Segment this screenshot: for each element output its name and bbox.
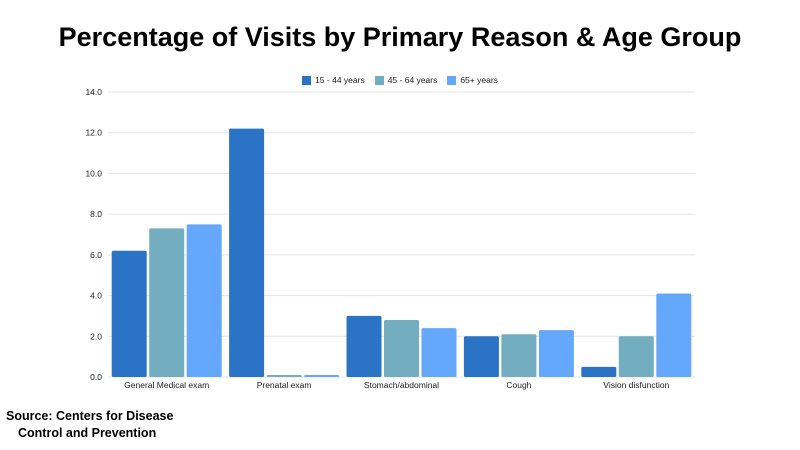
source-note: Source: Centers for Disease Control and …: [6, 408, 173, 442]
bar: [346, 315, 382, 377]
bar: [229, 128, 265, 377]
y-tick-label: 2.0: [90, 331, 102, 341]
bar: [304, 374, 340, 377]
source-line-1: Source: Centers for Disease: [6, 409, 174, 423]
x-tick-label: Cough: [506, 380, 531, 390]
legend-swatch-65-plus: [447, 75, 457, 85]
y-tick-label: 6.0: [90, 250, 102, 260]
bar: [111, 250, 147, 377]
legend-label-15-44: 15 - 44 years: [315, 75, 365, 85]
bar: [266, 374, 302, 377]
x-tick-label: Stomach/abdominal: [364, 380, 439, 390]
bar: [384, 320, 419, 377]
bar: [501, 334, 537, 377]
legend-label-45-64: 45 - 64 years: [387, 75, 438, 85]
bar: [581, 366, 617, 377]
bar: [538, 330, 574, 377]
legend-item-65-plus: 65+ years: [447, 75, 498, 85]
chart-title: Percentage of Visits by Primary Reason &…: [58, 22, 742, 52]
bar: [421, 328, 457, 377]
bar: [618, 336, 654, 377]
bar: [149, 228, 185, 377]
y-tick-label: 4.0: [90, 291, 102, 301]
y-tick-label: 14.0: [85, 87, 102, 97]
y-tick-label: 0.0: [90, 372, 102, 382]
source-line-2: Control and Prevention: [18, 426, 157, 440]
bar: [656, 293, 692, 377]
x-tick-label: Vision disfunction: [603, 380, 669, 390]
y-tick-label: 12.0: [85, 128, 102, 138]
legend-swatch-45-64: [374, 75, 384, 85]
legend-item-15-44: 15 - 44 years: [302, 75, 365, 85]
y-tick-label: 8.0: [90, 209, 102, 219]
x-tick-label: General Medical exam: [124, 380, 209, 390]
x-tick-label: Prenatal exam: [257, 380, 312, 390]
legend: 15 - 44 years 45 - 64 years 65+ years: [0, 75, 800, 85]
legend-label-65-plus: 65+ years: [460, 75, 498, 85]
legend-item-45-64: 45 - 64 years: [374, 75, 438, 85]
bar: [463, 336, 499, 377]
y-tick-label: 10.0: [85, 168, 102, 178]
legend-swatch-15-44: [302, 75, 312, 85]
bar: [186, 224, 222, 377]
